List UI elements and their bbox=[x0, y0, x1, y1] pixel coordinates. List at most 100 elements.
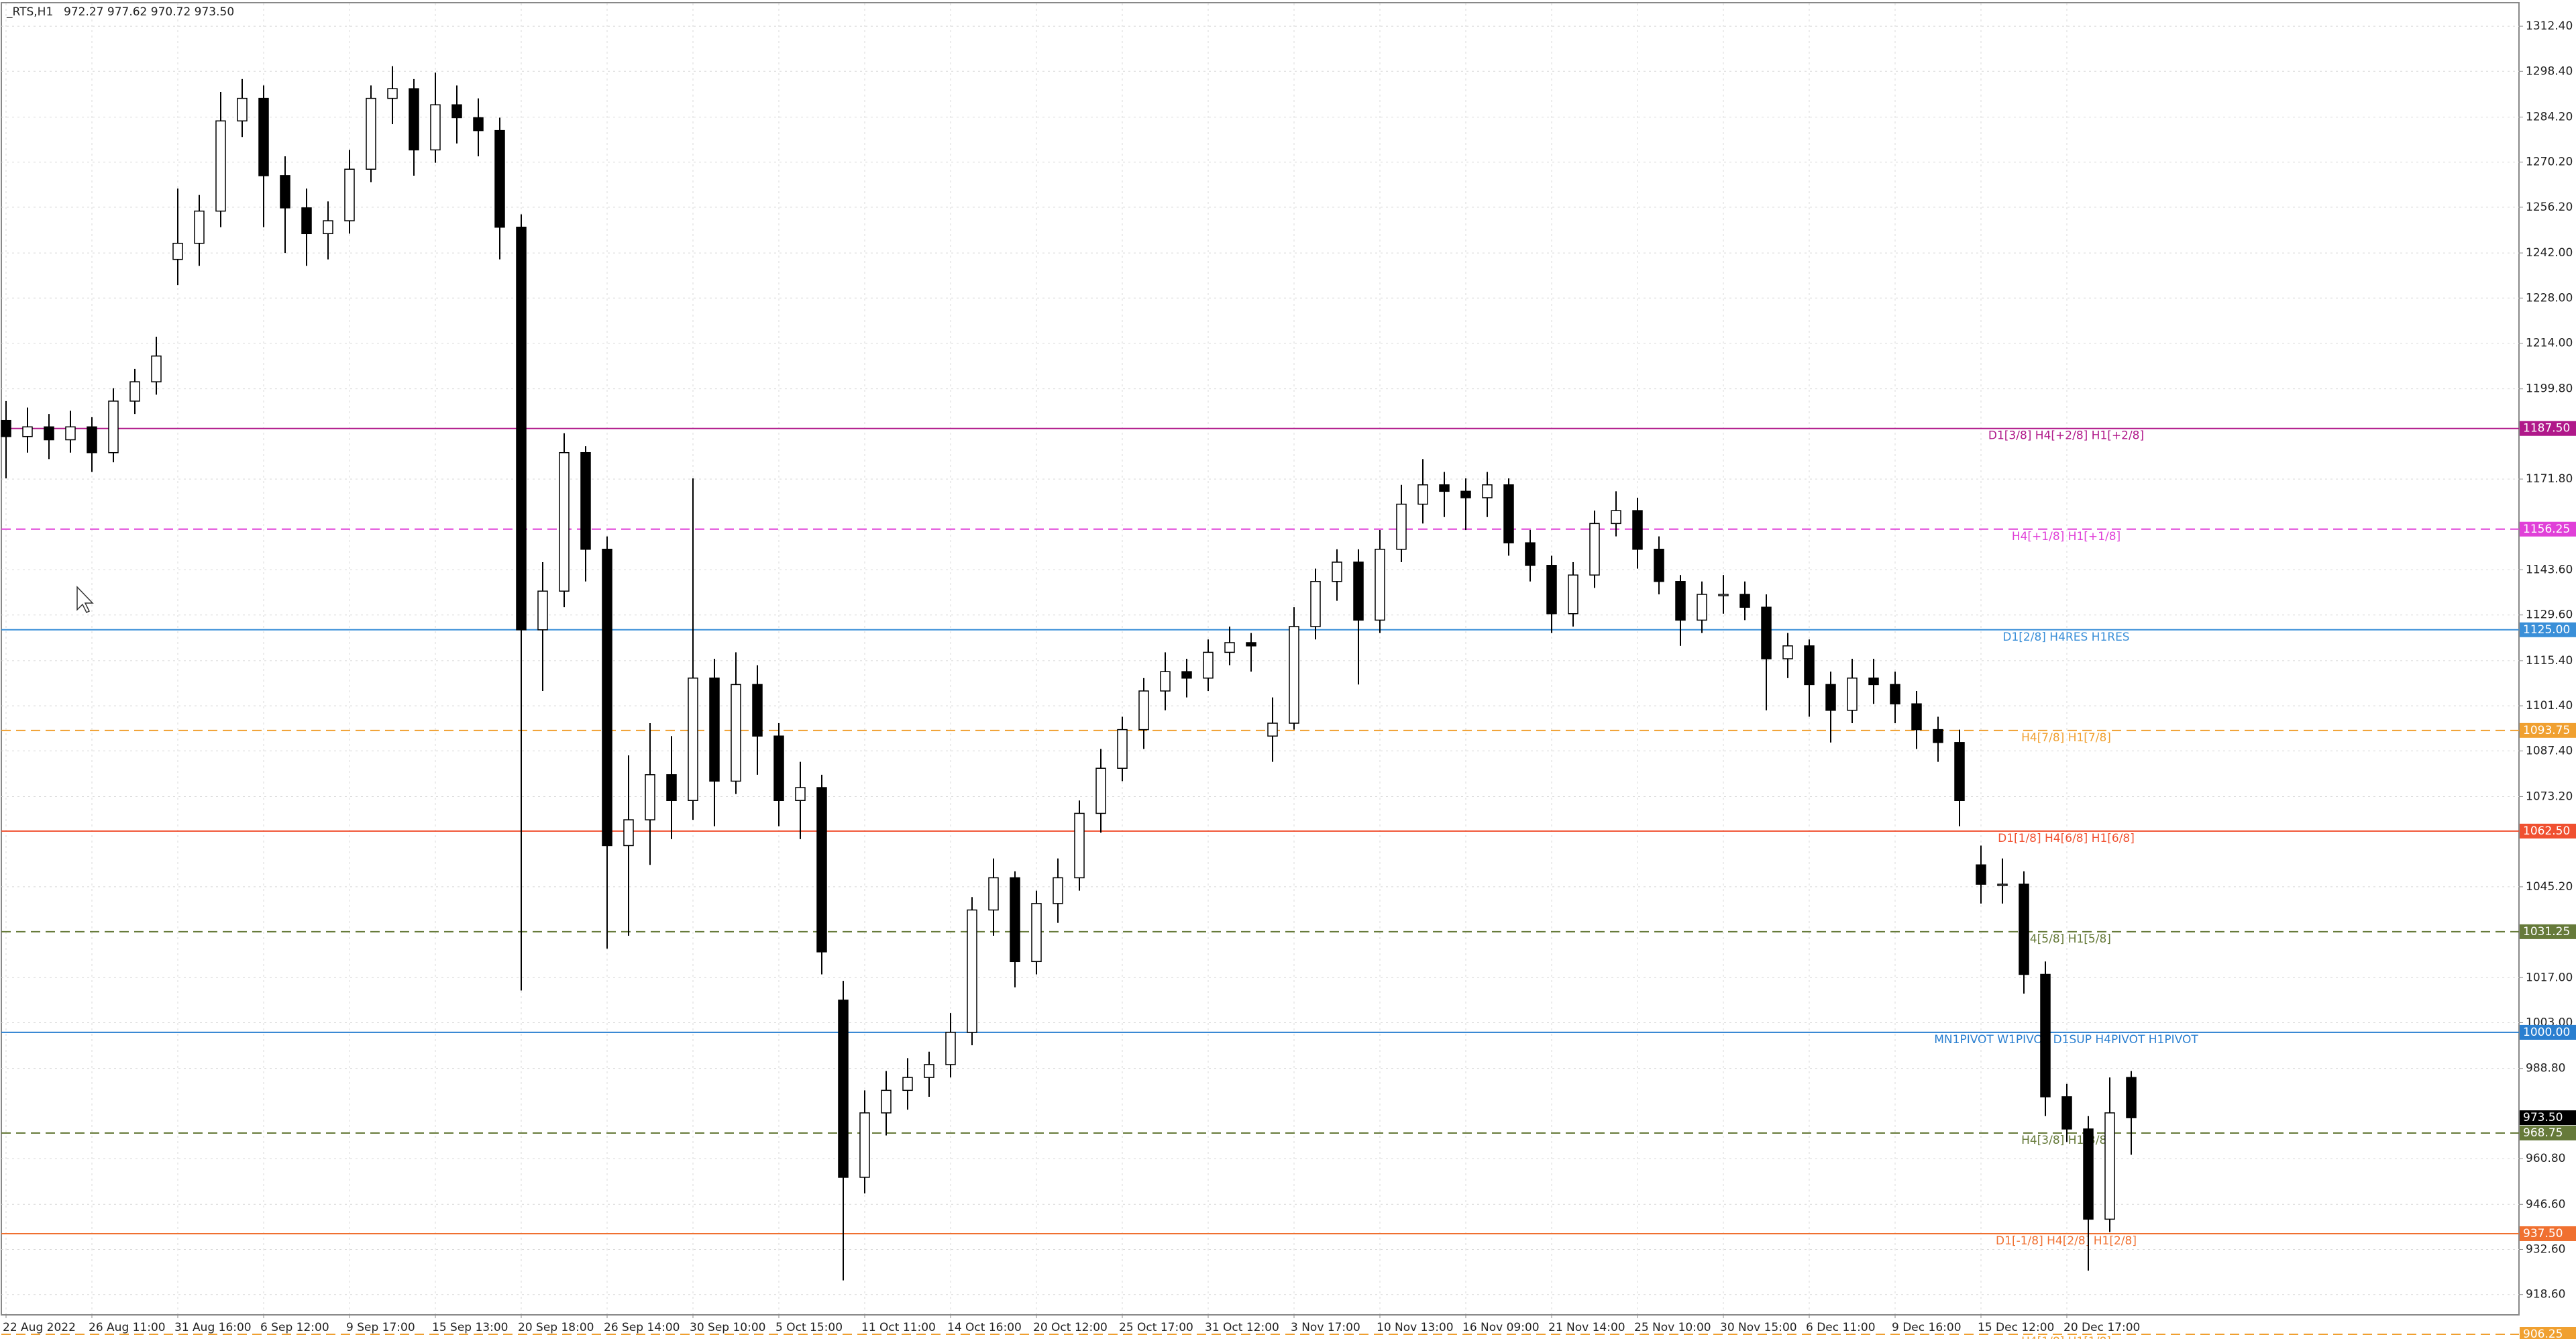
candle-body bbox=[924, 1064, 934, 1078]
x-tick-label: 15 Dec 12:00 bbox=[1978, 1321, 2054, 1334]
x-tick-label: 16 Nov 09:00 bbox=[1462, 1321, 1540, 1334]
level-tag bbox=[2520, 521, 2576, 537]
y-tick-label: 1171.80 bbox=[2526, 472, 2573, 486]
candle-body bbox=[2019, 883, 2029, 975]
candle-body bbox=[44, 426, 54, 441]
candle-body bbox=[87, 426, 97, 453]
candle-body bbox=[1417, 484, 1428, 505]
candle-body bbox=[623, 819, 634, 847]
candle-body bbox=[688, 678, 698, 801]
x-tick-label: 21 Nov 14:00 bbox=[1548, 1321, 1625, 1334]
candle-body bbox=[1589, 523, 1600, 576]
candle-body bbox=[1697, 594, 1707, 621]
level-tag bbox=[2520, 823, 2576, 839]
candle-body bbox=[666, 774, 677, 801]
level-tag bbox=[2520, 1226, 2576, 1241]
x-tick-label: 30 Nov 15:00 bbox=[1720, 1321, 1797, 1334]
candle-body bbox=[1203, 651, 1214, 679]
x-tick-label: 31 Aug 16:00 bbox=[174, 1321, 252, 1334]
candle-body bbox=[1911, 703, 1922, 731]
candle-body bbox=[988, 877, 999, 911]
candle-body bbox=[65, 426, 76, 441]
candle-body bbox=[1117, 729, 1128, 769]
candle-body bbox=[752, 684, 763, 737]
candle-body bbox=[773, 735, 784, 801]
level-text: D1[2/8] H4RES H1RES bbox=[2002, 631, 2129, 644]
level-text: H4[+1/8] H1[+1/8] bbox=[2012, 530, 2121, 543]
level-text: H4[1/8] H1[1/8] bbox=[2021, 1335, 2111, 1339]
candle-body bbox=[1138, 690, 1149, 731]
last-price-tag bbox=[2520, 1110, 2576, 1126]
candle-body bbox=[1611, 510, 1621, 525]
x-tick-label: 5 Oct 15:00 bbox=[775, 1321, 843, 1334]
candle-body bbox=[323, 220, 333, 235]
level-tag-label: 968.75 bbox=[2523, 1126, 2563, 1140]
level-tag-label: 1093.75 bbox=[2523, 724, 2570, 737]
candle-body bbox=[795, 787, 806, 801]
y-tick-label: 1242.00 bbox=[2526, 246, 2573, 260]
candle-body bbox=[387, 88, 398, 99]
candle-body bbox=[1997, 883, 2008, 886]
candle-body bbox=[816, 787, 827, 953]
x-tick-label: 9 Dec 16:00 bbox=[1892, 1321, 1962, 1334]
y-tick-label: 1270.20 bbox=[2526, 156, 2573, 169]
candle-body bbox=[366, 97, 376, 170]
x-tick-label: 26 Sep 14:00 bbox=[604, 1321, 680, 1334]
y-tick-label: 1312.40 bbox=[2526, 19, 2573, 33]
candle-body bbox=[559, 451, 570, 592]
x-tick-label: 14 Oct 16:00 bbox=[947, 1321, 1022, 1334]
x-tick-label: 20 Oct 12:00 bbox=[1033, 1321, 1108, 1334]
level-tag-label: 906.25 bbox=[2523, 1328, 2563, 1339]
candle-body bbox=[1289, 626, 1299, 724]
y-tick-label: 918.60 bbox=[2526, 1288, 2565, 1301]
x-tick-label: 22 Aug 2022 bbox=[3, 1321, 76, 1334]
x-tick-label: 6 Dec 11:00 bbox=[1806, 1321, 1876, 1334]
level-text: MN1PIVOT W1PIVOT D1SUP H4PIVOT H1PIVOT bbox=[1934, 1033, 2198, 1047]
level-text: D1[1/8] H4[6/8] H1[6/8] bbox=[1998, 832, 2135, 845]
candle-body bbox=[1095, 767, 1106, 814]
candle-body bbox=[1568, 574, 1578, 614]
candle-body bbox=[129, 381, 140, 402]
level-tag-label: 1000.00 bbox=[2523, 1026, 2570, 1039]
level-tag bbox=[2520, 924, 2576, 939]
x-tick-label: 30 Sep 10:00 bbox=[690, 1321, 765, 1334]
candle-body bbox=[151, 355, 162, 382]
x-tick-label: 9 Sep 17:00 bbox=[346, 1321, 415, 1334]
y-tick-label: 1045.20 bbox=[2526, 880, 2573, 894]
y-tick-label: 1087.40 bbox=[2526, 744, 2573, 757]
candle-body bbox=[409, 88, 419, 151]
x-tick-label: 6 Sep 12:00 bbox=[260, 1321, 329, 1334]
candle-body bbox=[1847, 678, 1858, 711]
level-text: D1[3/8] H4[+2/8] H1[+2/8] bbox=[1988, 429, 2144, 443]
candle-body bbox=[902, 1077, 913, 1091]
candle-body bbox=[1181, 671, 1192, 679]
candle-body bbox=[1460, 490, 1471, 498]
x-tick-label: 25 Oct 17:00 bbox=[1119, 1321, 1193, 1334]
x-tick-label: 15 Sep 13:00 bbox=[432, 1321, 508, 1334]
candle-body bbox=[215, 120, 226, 212]
level-tag bbox=[2520, 1024, 2576, 1040]
x-tick-label: 3 Nov 17:00 bbox=[1291, 1321, 1360, 1334]
candle-body bbox=[1439, 484, 1450, 492]
candle-body bbox=[859, 1112, 870, 1178]
candle-body bbox=[1224, 642, 1235, 653]
candle-body bbox=[709, 678, 720, 782]
candle-body bbox=[280, 175, 290, 209]
y-tick-label: 1214.00 bbox=[2526, 337, 2573, 350]
candle-body bbox=[301, 207, 312, 235]
x-tick-label: 31 Oct 12:00 bbox=[1205, 1321, 1279, 1334]
y-tick-label: 932.60 bbox=[2526, 1243, 2565, 1256]
candle-body bbox=[1954, 742, 1965, 801]
candle-body bbox=[881, 1089, 892, 1114]
symbol: _RTS,H1 bbox=[6, 5, 53, 19]
candle-body bbox=[473, 117, 484, 131]
y-tick-label: 1228.00 bbox=[2526, 291, 2573, 305]
candle-body bbox=[2061, 1096, 2072, 1130]
candle-body bbox=[344, 168, 355, 221]
y-tick-label: 1298.40 bbox=[2526, 64, 2573, 78]
candle-body bbox=[1482, 484, 1493, 498]
candle-body bbox=[1010, 877, 1020, 963]
candle-body bbox=[2126, 1077, 2137, 1118]
